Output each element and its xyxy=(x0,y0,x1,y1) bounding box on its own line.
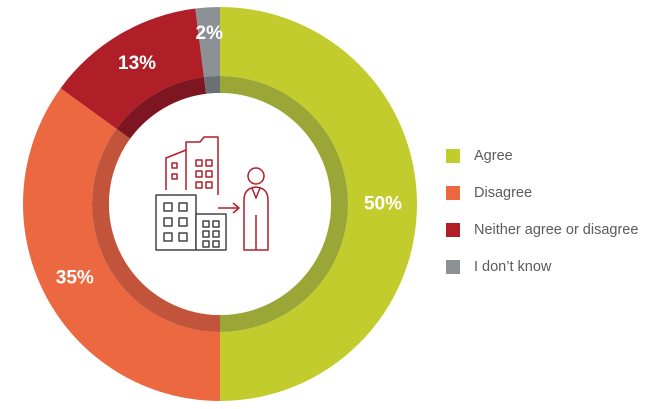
chart-center xyxy=(109,93,331,315)
legend-swatch xyxy=(446,186,460,200)
inner-slice-agree xyxy=(220,76,348,332)
inner-slice-neither-agree-or-disagree xyxy=(116,77,207,139)
inner-ring xyxy=(91,76,348,332)
legend-swatch xyxy=(446,260,460,274)
slice-agree xyxy=(220,7,417,401)
slice-disagree xyxy=(23,88,221,402)
legend-item-i-don-t-know: I don’t know xyxy=(446,256,638,278)
slice-i-don-t-know xyxy=(195,7,220,78)
office-buildings-person-icon xyxy=(155,136,269,251)
legend-label: Agree xyxy=(474,148,513,164)
slice-value-label-i-don-t-know: 2% xyxy=(196,23,224,44)
slice-labels: 50% 35% 13% 2% xyxy=(56,23,402,289)
legend: Agree Disagree Neither agree or disagree I … xyxy=(446,145,638,293)
slice-value-label-neither-agree-or-disagree: 13% xyxy=(118,53,156,74)
legend-label: Neither agree or disagree xyxy=(474,222,639,238)
legend-swatch xyxy=(446,223,460,237)
slice-value-label-disagree: 35% xyxy=(56,268,94,289)
legend-item-disagree: Disagree xyxy=(446,182,638,204)
legend-item-agree: Agree xyxy=(446,145,638,167)
slice-value-label-agree: 50% xyxy=(364,194,402,215)
inner-slice-disagree xyxy=(91,128,220,332)
legend-item-neither-agree-or-disagree: Neither agree or disagree xyxy=(446,219,638,241)
inner-slice-i-don-t-know xyxy=(203,76,220,94)
outer-slices xyxy=(23,7,417,402)
legend-swatch xyxy=(446,149,460,163)
legend-label: Disagree xyxy=(474,185,533,201)
slice-neither-agree-or-disagree xyxy=(60,8,204,129)
legend-label: I don’t know xyxy=(474,259,552,275)
